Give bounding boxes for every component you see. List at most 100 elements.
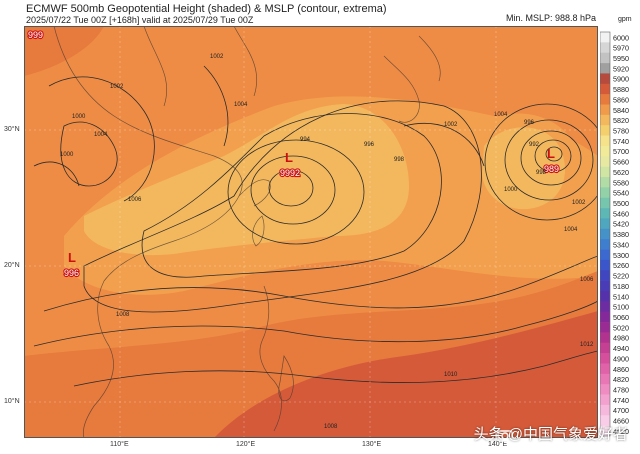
colorbar-tick-label: 5060 — [613, 313, 629, 322]
colorbar-tick-label: 4620 — [613, 427, 629, 436]
contour-label: 1004 — [94, 132, 108, 138]
contour-label: 1002 — [444, 122, 458, 128]
colorbar-tick-label: 5820 — [613, 116, 629, 125]
contour-label: 992 — [529, 142, 540, 148]
contour-label: 998 — [394, 157, 405, 163]
contour-label: 1002 — [210, 54, 224, 60]
colorbar-tick-label: 5020 — [613, 323, 629, 332]
colorbar-swatch — [600, 83, 610, 95]
colorbar-tick-label: 5840 — [613, 106, 629, 115]
contour-label: 1000 — [72, 114, 86, 120]
colorbar-swatch — [600, 156, 610, 167]
colorbar-tick-label: 5540 — [613, 189, 629, 198]
colorbar-tick-label: 5580 — [613, 178, 629, 187]
colorbar-border — [600, 31, 611, 437]
colorbar-tick-label: 5970 — [613, 44, 629, 53]
colorbar-swatches — [600, 31, 611, 437]
low-nw-value: 999 — [28, 30, 43, 40]
colorbar-tick-label: 4900 — [613, 354, 629, 363]
lat-label: 20°N — [4, 262, 20, 269]
colorbar-tick-label: 5500 — [613, 199, 629, 208]
contour-label: 1000 — [504, 187, 518, 193]
colorbar-tick-label: 5660 — [613, 158, 629, 167]
height-shade-5900-sw — [24, 374, 114, 438]
low-nw-label: L — [28, 29, 35, 41]
contour-label: 1008 — [116, 312, 130, 318]
colorbar-swatch — [600, 270, 610, 281]
colorbar-tick-label: 5620 — [613, 168, 629, 177]
contour-label: 1010 — [444, 372, 458, 378]
watermark: 头条 @中国气象爱好者 — [473, 426, 628, 443]
lon-label: 120°E — [236, 441, 256, 448]
isobars — [33, 65, 598, 387]
colorbar-swatch — [600, 384, 610, 395]
colorbar-tick-label: 5300 — [613, 251, 629, 260]
colorbar-swatch — [600, 249, 610, 261]
colorbar-unit-label: gpm — [618, 16, 632, 23]
colorbar-swatch — [600, 125, 610, 136]
colorbar-swatch — [600, 166, 610, 178]
colorbar-swatch — [600, 322, 610, 333]
contour-label: 1004 — [494, 112, 508, 118]
colorbar-tick-label: 4660 — [613, 417, 629, 426]
colorbar-tick-label: 5140 — [613, 292, 629, 301]
contour-labels: 1000 1002 1004 1006 1008 1000 1002 1004 … — [60, 54, 594, 430]
camera-icon — [497, 430, 513, 442]
colorbar-tick-label: 5100 — [613, 303, 629, 312]
colorbar-tick-label: 6000 — [613, 33, 629, 42]
colorbar-swatch — [600, 239, 610, 250]
contour-label: 1000 — [60, 152, 74, 158]
colorbar-swatch — [600, 373, 610, 385]
lon-label: 130°E — [362, 441, 382, 448]
low-sw-value: 996 — [64, 268, 79, 278]
colorbar-tick-label: 4940 — [613, 344, 629, 353]
colorbar-tick-label: 4980 — [613, 334, 629, 343]
colorbar-swatch — [600, 332, 610, 344]
colorbar-tick-label: 5380 — [613, 230, 629, 239]
colorbar-swatch — [600, 301, 610, 312]
colorbar-tick-label: 4780 — [613, 385, 629, 394]
colorbar-swatch — [600, 52, 610, 64]
graticule — [24, 26, 598, 438]
colorbar-swatch — [600, 145, 610, 157]
colorbar-swatch — [600, 290, 610, 302]
min-mslp-readout: Min. MSLP: 988.8 hPa — [505, 13, 596, 23]
colorbar-tick-label: 5780 — [613, 127, 629, 136]
contour-label: 1008 — [324, 424, 338, 430]
contour-label: 1002 — [110, 84, 124, 90]
colorbar-tick-label: 5860 — [613, 95, 629, 104]
colorbar-swatch — [600, 311, 610, 323]
colorbar-tick-label: 5420 — [613, 220, 629, 229]
colorbar-swatch — [600, 114, 610, 126]
colorbar-tick-label: 5950 — [613, 54, 629, 63]
colorbar-swatch — [600, 394, 610, 406]
colorbar-swatch — [600, 94, 610, 105]
colorbar-swatch — [600, 73, 610, 85]
low-center-label: L — [285, 150, 293, 165]
colorbar-swatch — [600, 259, 610, 271]
low-sw: L 996 — [63, 250, 80, 279]
contour-label: 996 — [364, 142, 375, 148]
colorbar-tick-label: 5180 — [613, 282, 629, 291]
colorbar-tick-label: 4860 — [613, 365, 629, 374]
colorbar-tick-label: 4700 — [613, 406, 629, 415]
contour-label: 1006 — [128, 197, 142, 203]
colorbar-swatch — [600, 280, 610, 292]
low-east-value: 989 — [544, 164, 559, 174]
colorbar-swatch — [600, 218, 610, 230]
colorbar-swatch — [600, 177, 610, 188]
coastlines — [53, 26, 441, 438]
colorbar-swatch — [600, 187, 610, 199]
colorbar-swatch — [600, 32, 610, 43]
low-center-value: 9992 — [280, 168, 300, 178]
lat-label: 30°N — [4, 126, 20, 133]
contour-label: 994 — [300, 137, 311, 143]
colorbar-swatch — [600, 353, 610, 364]
low-east-label: L — [547, 146, 555, 161]
low-center: L 9992 — [279, 150, 301, 179]
colorbar-tick-label: 5880 — [613, 85, 629, 94]
colorbar-swatch — [600, 415, 610, 426]
contour-label: 1006 — [580, 277, 594, 283]
low-east: L 989 — [543, 146, 560, 175]
